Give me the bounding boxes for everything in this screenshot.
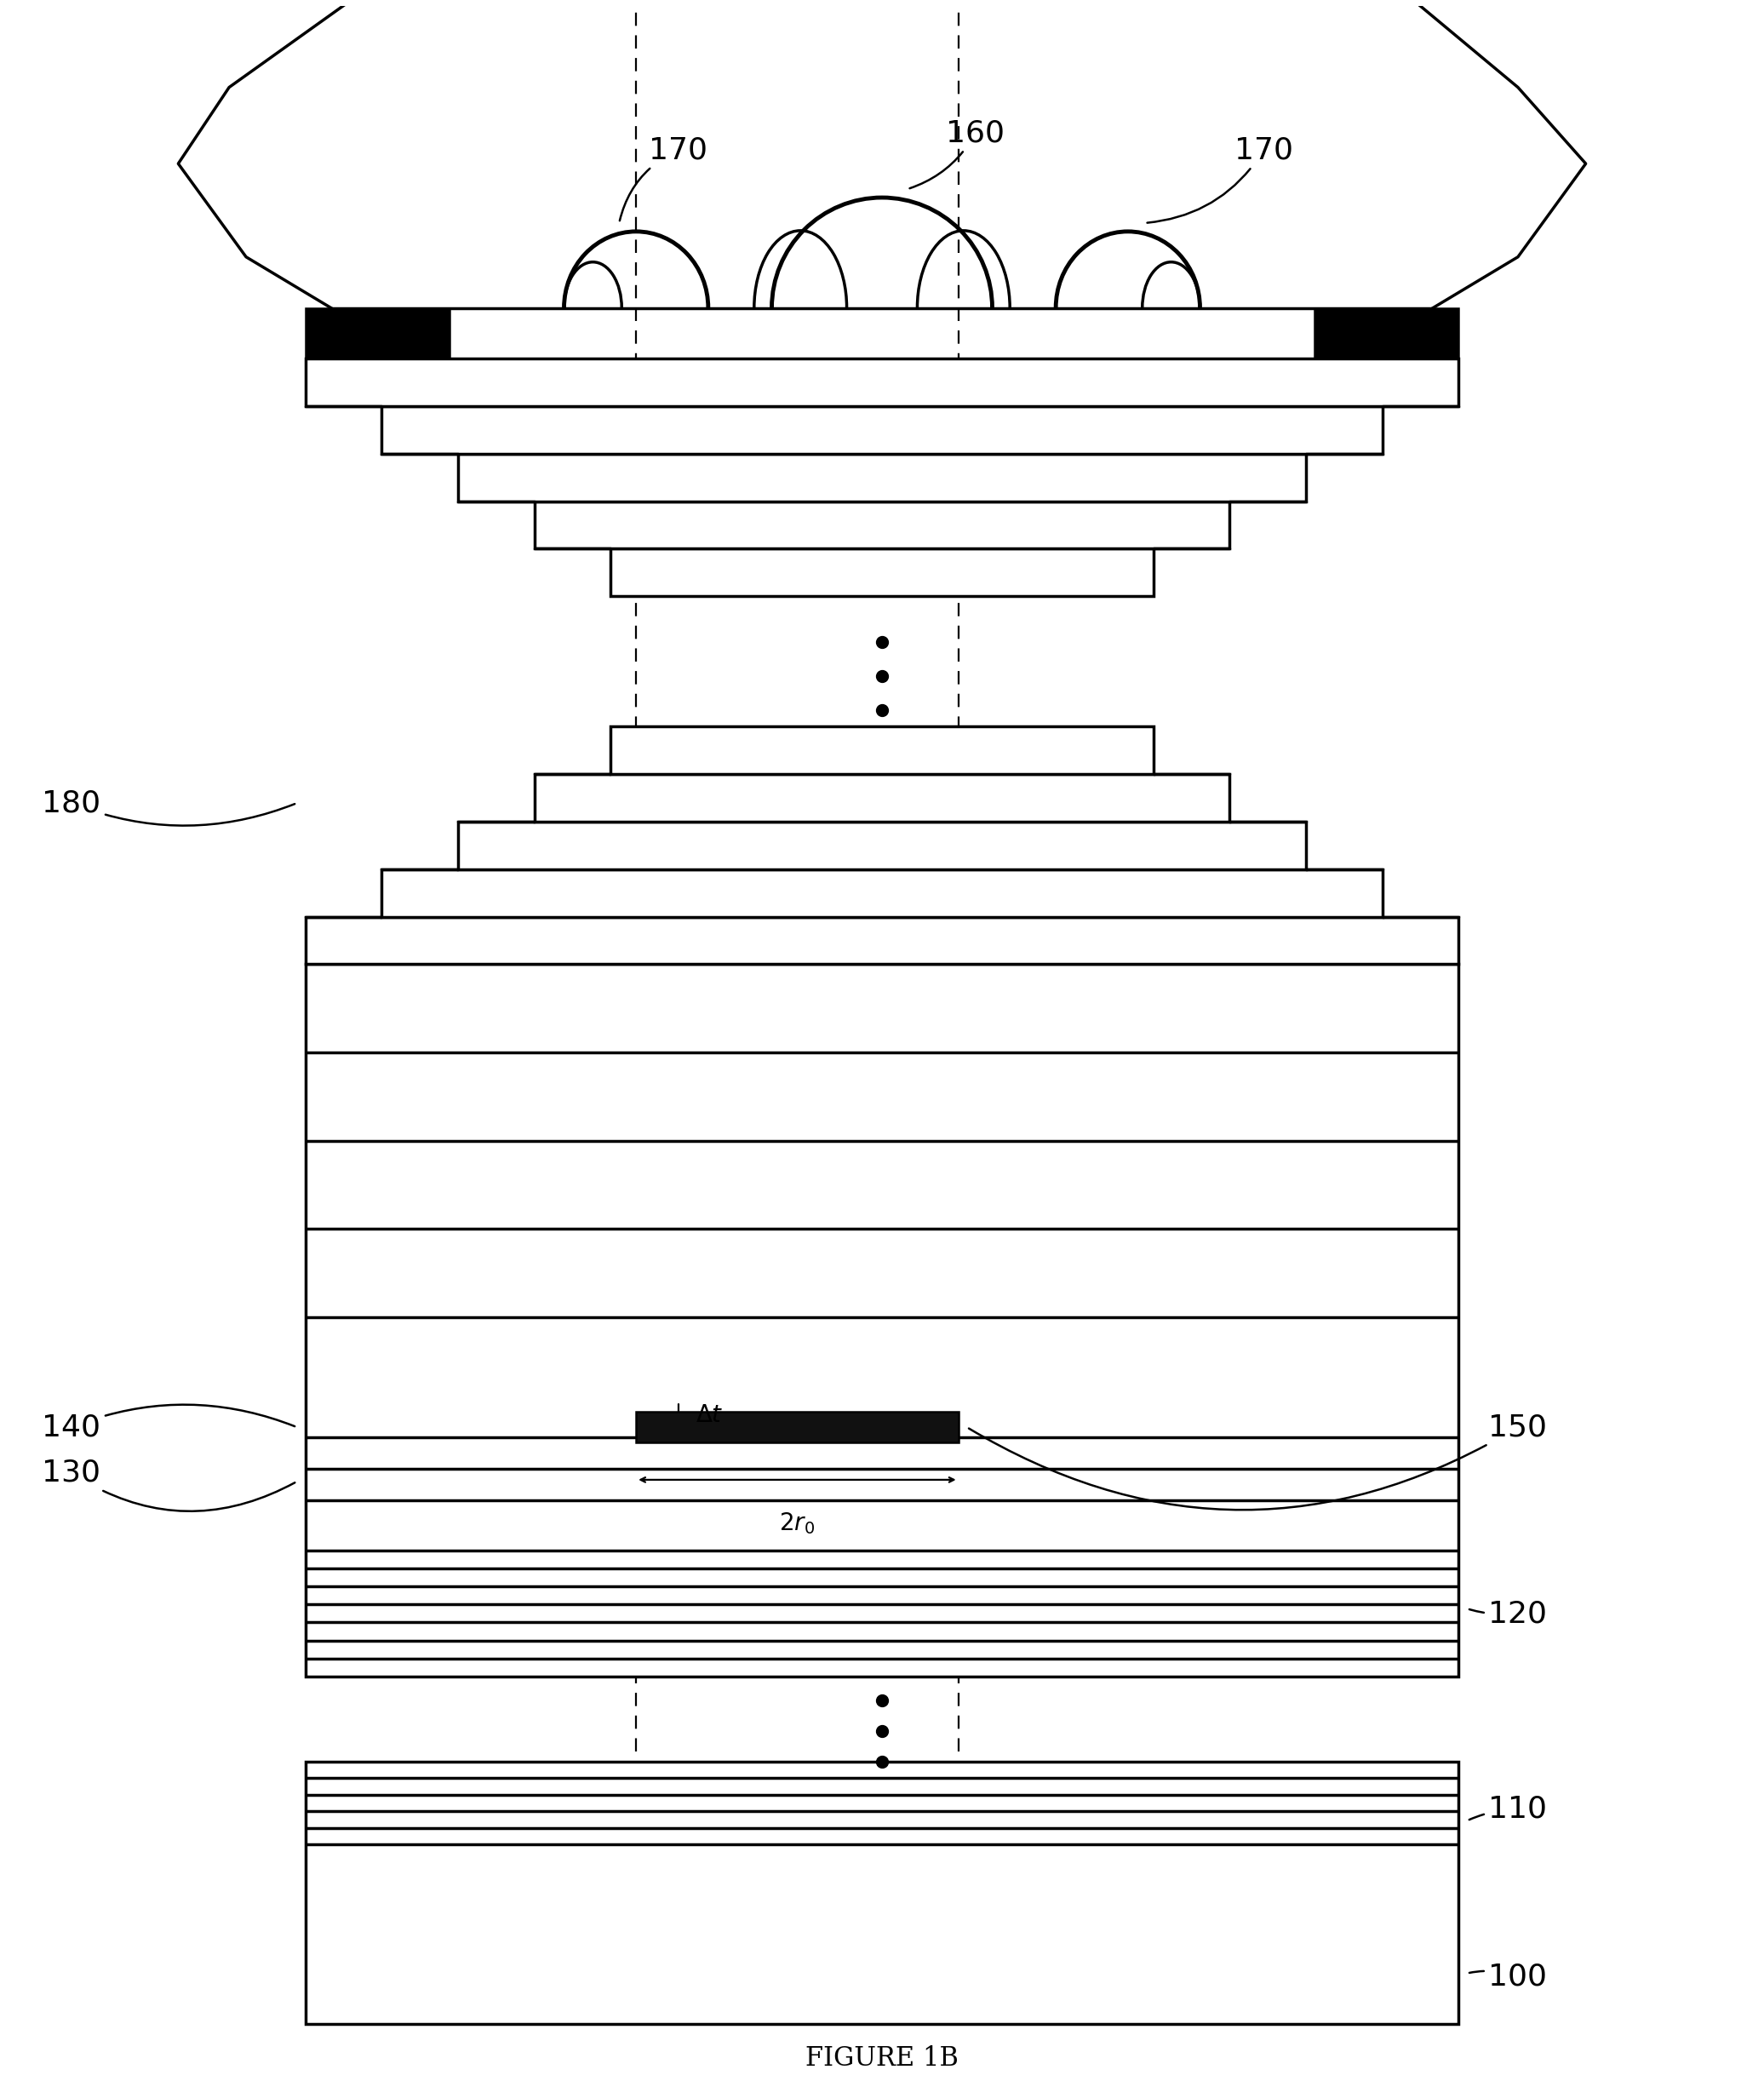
Text: FIGURE 1B: FIGURE 1B <box>806 2046 958 2073</box>
Bar <box>610 549 1154 595</box>
Bar <box>459 822 1305 870</box>
Bar <box>534 502 1230 549</box>
Bar <box>305 918 1459 964</box>
Text: 170: 170 <box>1147 135 1293 223</box>
Bar <box>637 1411 958 1442</box>
Text: 120: 120 <box>1469 1600 1547 1627</box>
Text: 110: 110 <box>1469 1794 1547 1823</box>
Bar <box>534 774 1230 822</box>
Text: $\Delta t$: $\Delta t$ <box>695 1403 723 1428</box>
Text: 100: 100 <box>1469 1962 1547 1992</box>
Text: 150: 150 <box>968 1413 1547 1511</box>
Text: 170: 170 <box>619 135 707 221</box>
Bar <box>459 454 1305 502</box>
Bar <box>305 964 1459 1677</box>
Text: $2r_0$: $2r_0$ <box>780 1511 815 1536</box>
Bar <box>305 1761 1459 2025</box>
Text: 160: 160 <box>910 119 1005 189</box>
Bar <box>381 870 1383 918</box>
Bar <box>1314 308 1459 358</box>
Text: 140: 140 <box>42 1405 295 1442</box>
Bar <box>381 406 1383 454</box>
Text: 130: 130 <box>42 1459 295 1511</box>
Bar <box>305 358 1459 406</box>
Bar <box>610 726 1154 774</box>
Bar <box>305 308 450 358</box>
Text: 180: 180 <box>42 789 295 826</box>
